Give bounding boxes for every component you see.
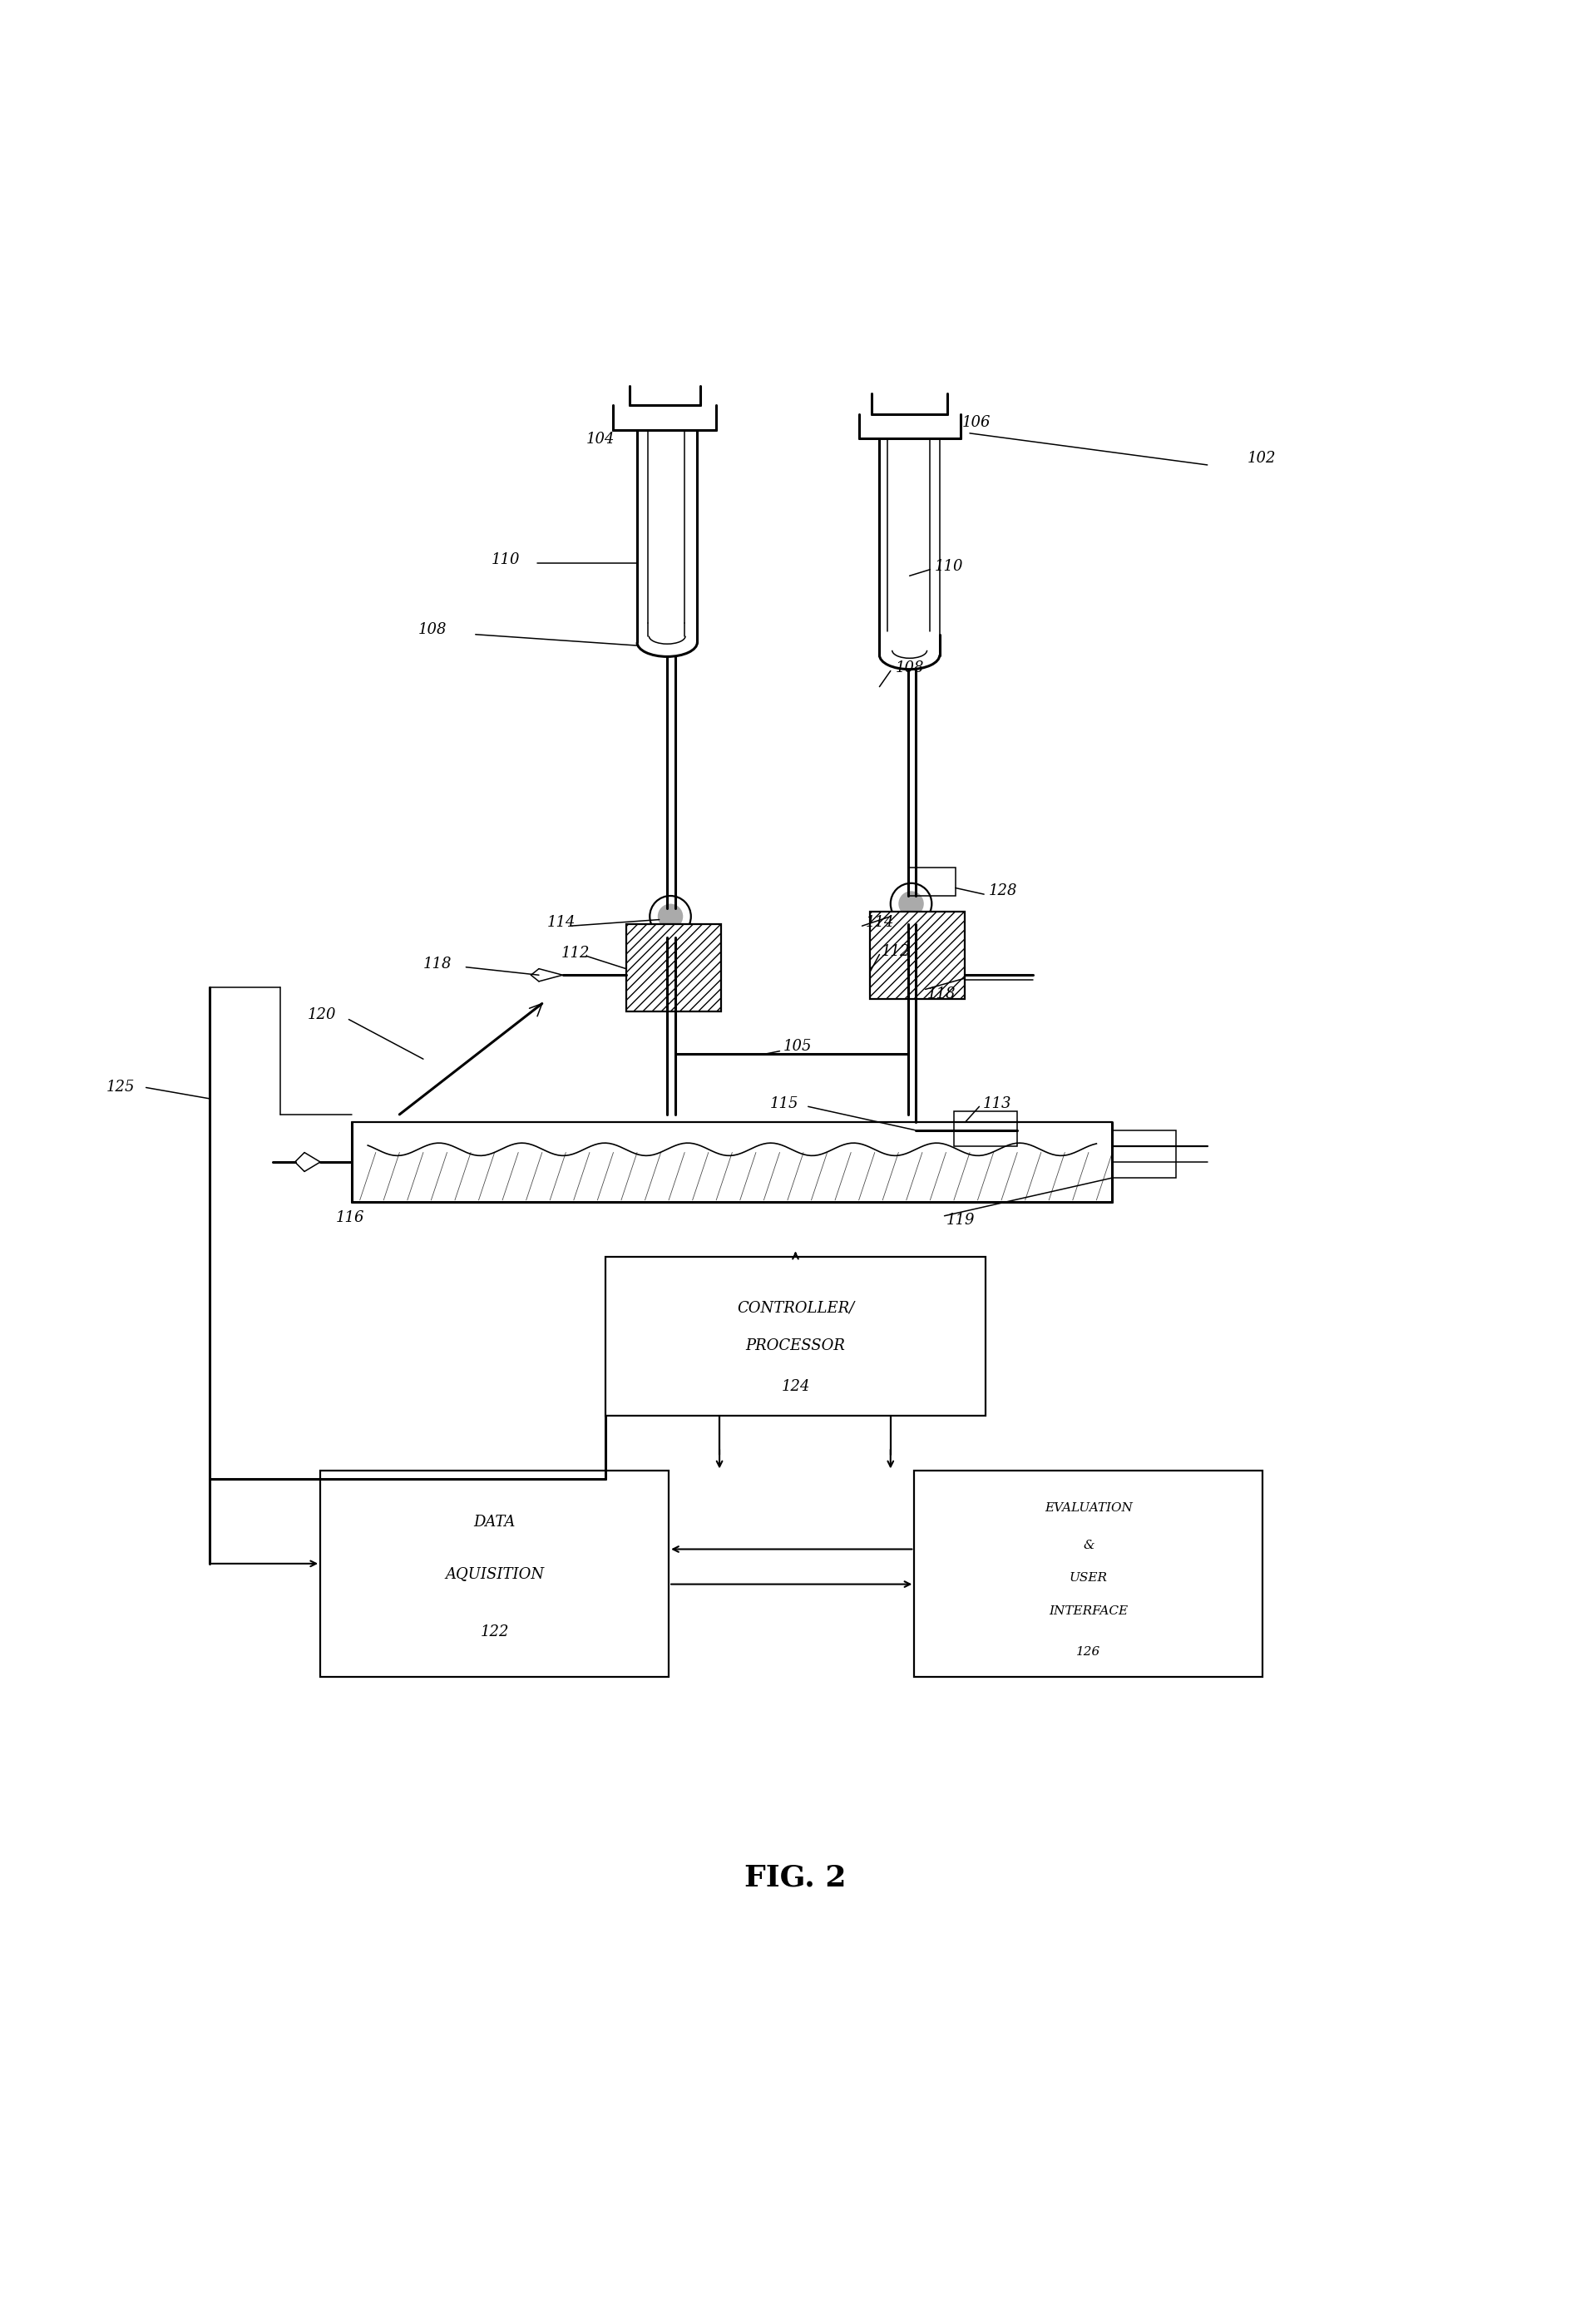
Bar: [915, 1471, 1263, 1678]
Text: 115: 115: [770, 1097, 799, 1111]
Text: 112: 112: [562, 946, 590, 960]
Text: INTERFACE: INTERFACE: [1048, 1606, 1128, 1618]
Text: &: &: [1083, 1538, 1095, 1550]
Bar: [606, 1257, 985, 1415]
Text: 104: 104: [587, 432, 616, 446]
Text: 118: 118: [928, 988, 956, 1002]
Text: 108: 108: [896, 660, 924, 676]
Text: 106: 106: [963, 414, 991, 430]
Text: 124: 124: [781, 1380, 810, 1394]
Text: 110: 110: [492, 553, 520, 567]
Text: 113: 113: [982, 1097, 1012, 1111]
Text: 116: 116: [336, 1211, 364, 1225]
Text: CONTROLLER/: CONTROLLER/: [737, 1299, 854, 1315]
Text: 110: 110: [936, 558, 964, 574]
Text: 118: 118: [423, 957, 452, 971]
Bar: [908, 867, 956, 895]
Text: 122: 122: [480, 1624, 509, 1638]
Text: 108: 108: [418, 623, 447, 637]
Bar: [955, 1111, 1017, 1146]
Bar: [625, 925, 721, 1011]
Text: 112: 112: [881, 944, 910, 960]
Text: PROCESSOR: PROCESSOR: [746, 1339, 845, 1353]
Text: FIG. 2: FIG. 2: [745, 1864, 846, 1892]
Bar: [320, 1471, 668, 1678]
Text: 119: 119: [947, 1213, 975, 1227]
Text: 114: 114: [547, 916, 576, 930]
Text: AQUISITION: AQUISITION: [445, 1566, 544, 1580]
Circle shape: [657, 904, 683, 930]
Text: 128: 128: [988, 883, 1018, 899]
Text: 126: 126: [1077, 1645, 1101, 1657]
Bar: [870, 911, 966, 999]
Text: 114: 114: [866, 916, 894, 930]
Text: USER: USER: [1069, 1573, 1107, 1585]
Text: 102: 102: [1247, 451, 1276, 467]
Text: 120: 120: [307, 1006, 336, 1023]
Circle shape: [899, 890, 924, 916]
Text: DATA: DATA: [474, 1515, 515, 1529]
Text: EVALUATION: EVALUATION: [1045, 1501, 1133, 1513]
Bar: [1112, 1129, 1176, 1178]
Text: 125: 125: [107, 1081, 135, 1095]
Text: 105: 105: [783, 1039, 811, 1053]
